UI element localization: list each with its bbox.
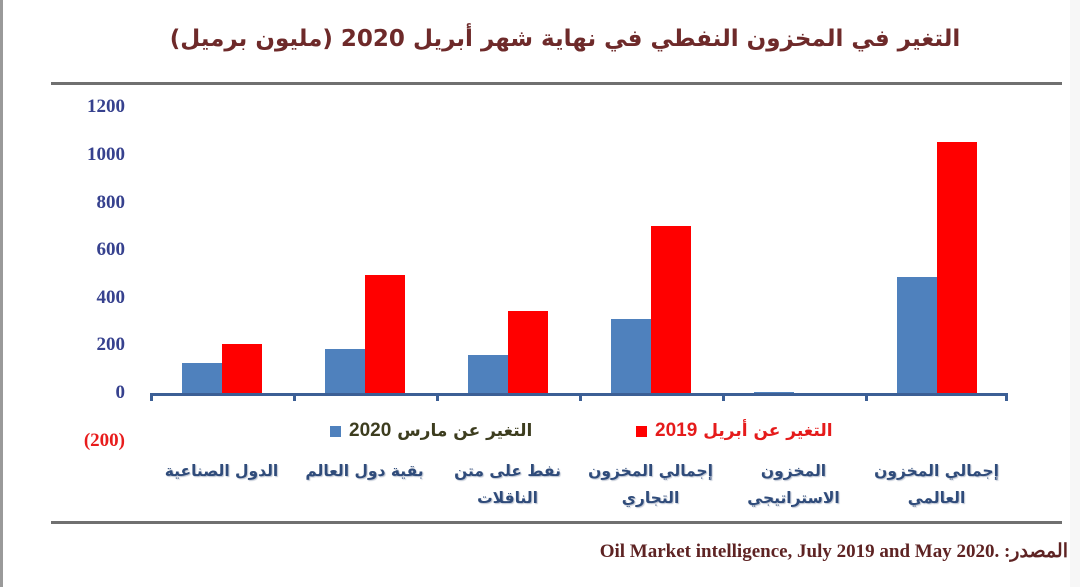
y-tick-label: (200)	[83, 429, 125, 451]
x-axis-tick	[1005, 393, 1008, 401]
category-label: نفط على متن الناقلات	[454, 462, 561, 507]
bar-april-2019	[651, 226, 691, 394]
category-label: إجمالي المخزون العالمي	[874, 462, 999, 507]
bar-march-2020	[182, 363, 222, 394]
source-text: Oil Market intelligence, July 2019 and M…	[599, 541, 1000, 562]
legend-year-march: 2020	[349, 420, 392, 441]
source-note: المصدر: Oil Market intelligence, July 20…	[600, 540, 1068, 563]
x-axis-tick	[579, 393, 582, 401]
bar-april-2019	[365, 275, 405, 394]
bar-march-2020	[468, 354, 508, 394]
legend-swatch-red	[636, 425, 647, 437]
y-tick-label: 1200	[87, 96, 125, 118]
top-divider	[51, 82, 1062, 85]
chart-title: التغير في المخزون النفطي في نهاية شهر أب…	[169, 26, 961, 52]
category-label: الدول الصناعية	[164, 462, 279, 480]
y-tick-label: 200	[96, 334, 126, 356]
x-axis-tick	[293, 393, 296, 401]
bar-march-2020	[325, 348, 365, 394]
x-axis-tick	[436, 393, 439, 401]
bottom-divider	[51, 521, 1062, 524]
y-tick-label: 600	[96, 239, 126, 261]
legend-swatch-blue	[330, 425, 341, 437]
source-label: المصدر:	[1003, 541, 1068, 562]
legend-item-april: التغير عن أبريل 2019	[636, 420, 833, 442]
y-tick-label: 1000	[87, 144, 125, 165]
legend-text-april: التغير عن أبريل	[703, 421, 833, 441]
page-right-edge	[1070, 0, 1080, 587]
legend-year-april: 2019	[655, 420, 698, 441]
bar-april-2019	[508, 310, 548, 394]
bar-march-2020	[897, 277, 937, 394]
category-label: المخزون الاستراتيجي	[747, 462, 840, 507]
y-tick-label: 0	[115, 382, 126, 403]
category-label: إجمالي المخزون التجاري	[588, 462, 713, 507]
legend-label-april: التغير عن أبريل 2019	[655, 420, 833, 442]
category-label: بقية دول العالم	[305, 462, 424, 480]
legend-item-march: التغير عن مارس 2020	[330, 420, 532, 442]
x-axis-tick	[865, 393, 868, 401]
legend-text-march: التغير عن مارس	[397, 421, 533, 441]
bar-march-2020	[611, 319, 651, 394]
x-axis-tick	[722, 393, 725, 401]
x-axis-line	[150, 393, 1008, 396]
bar-april-2019	[222, 344, 262, 394]
y-tick-label: 400	[96, 286, 126, 308]
x-axis-tick	[150, 393, 153, 401]
legend-label-march: التغير عن مارس 2020	[349, 420, 532, 442]
y-tick-label: 800	[96, 191, 126, 213]
page-left-border	[0, 0, 3, 587]
bar-april-2019	[937, 141, 977, 394]
